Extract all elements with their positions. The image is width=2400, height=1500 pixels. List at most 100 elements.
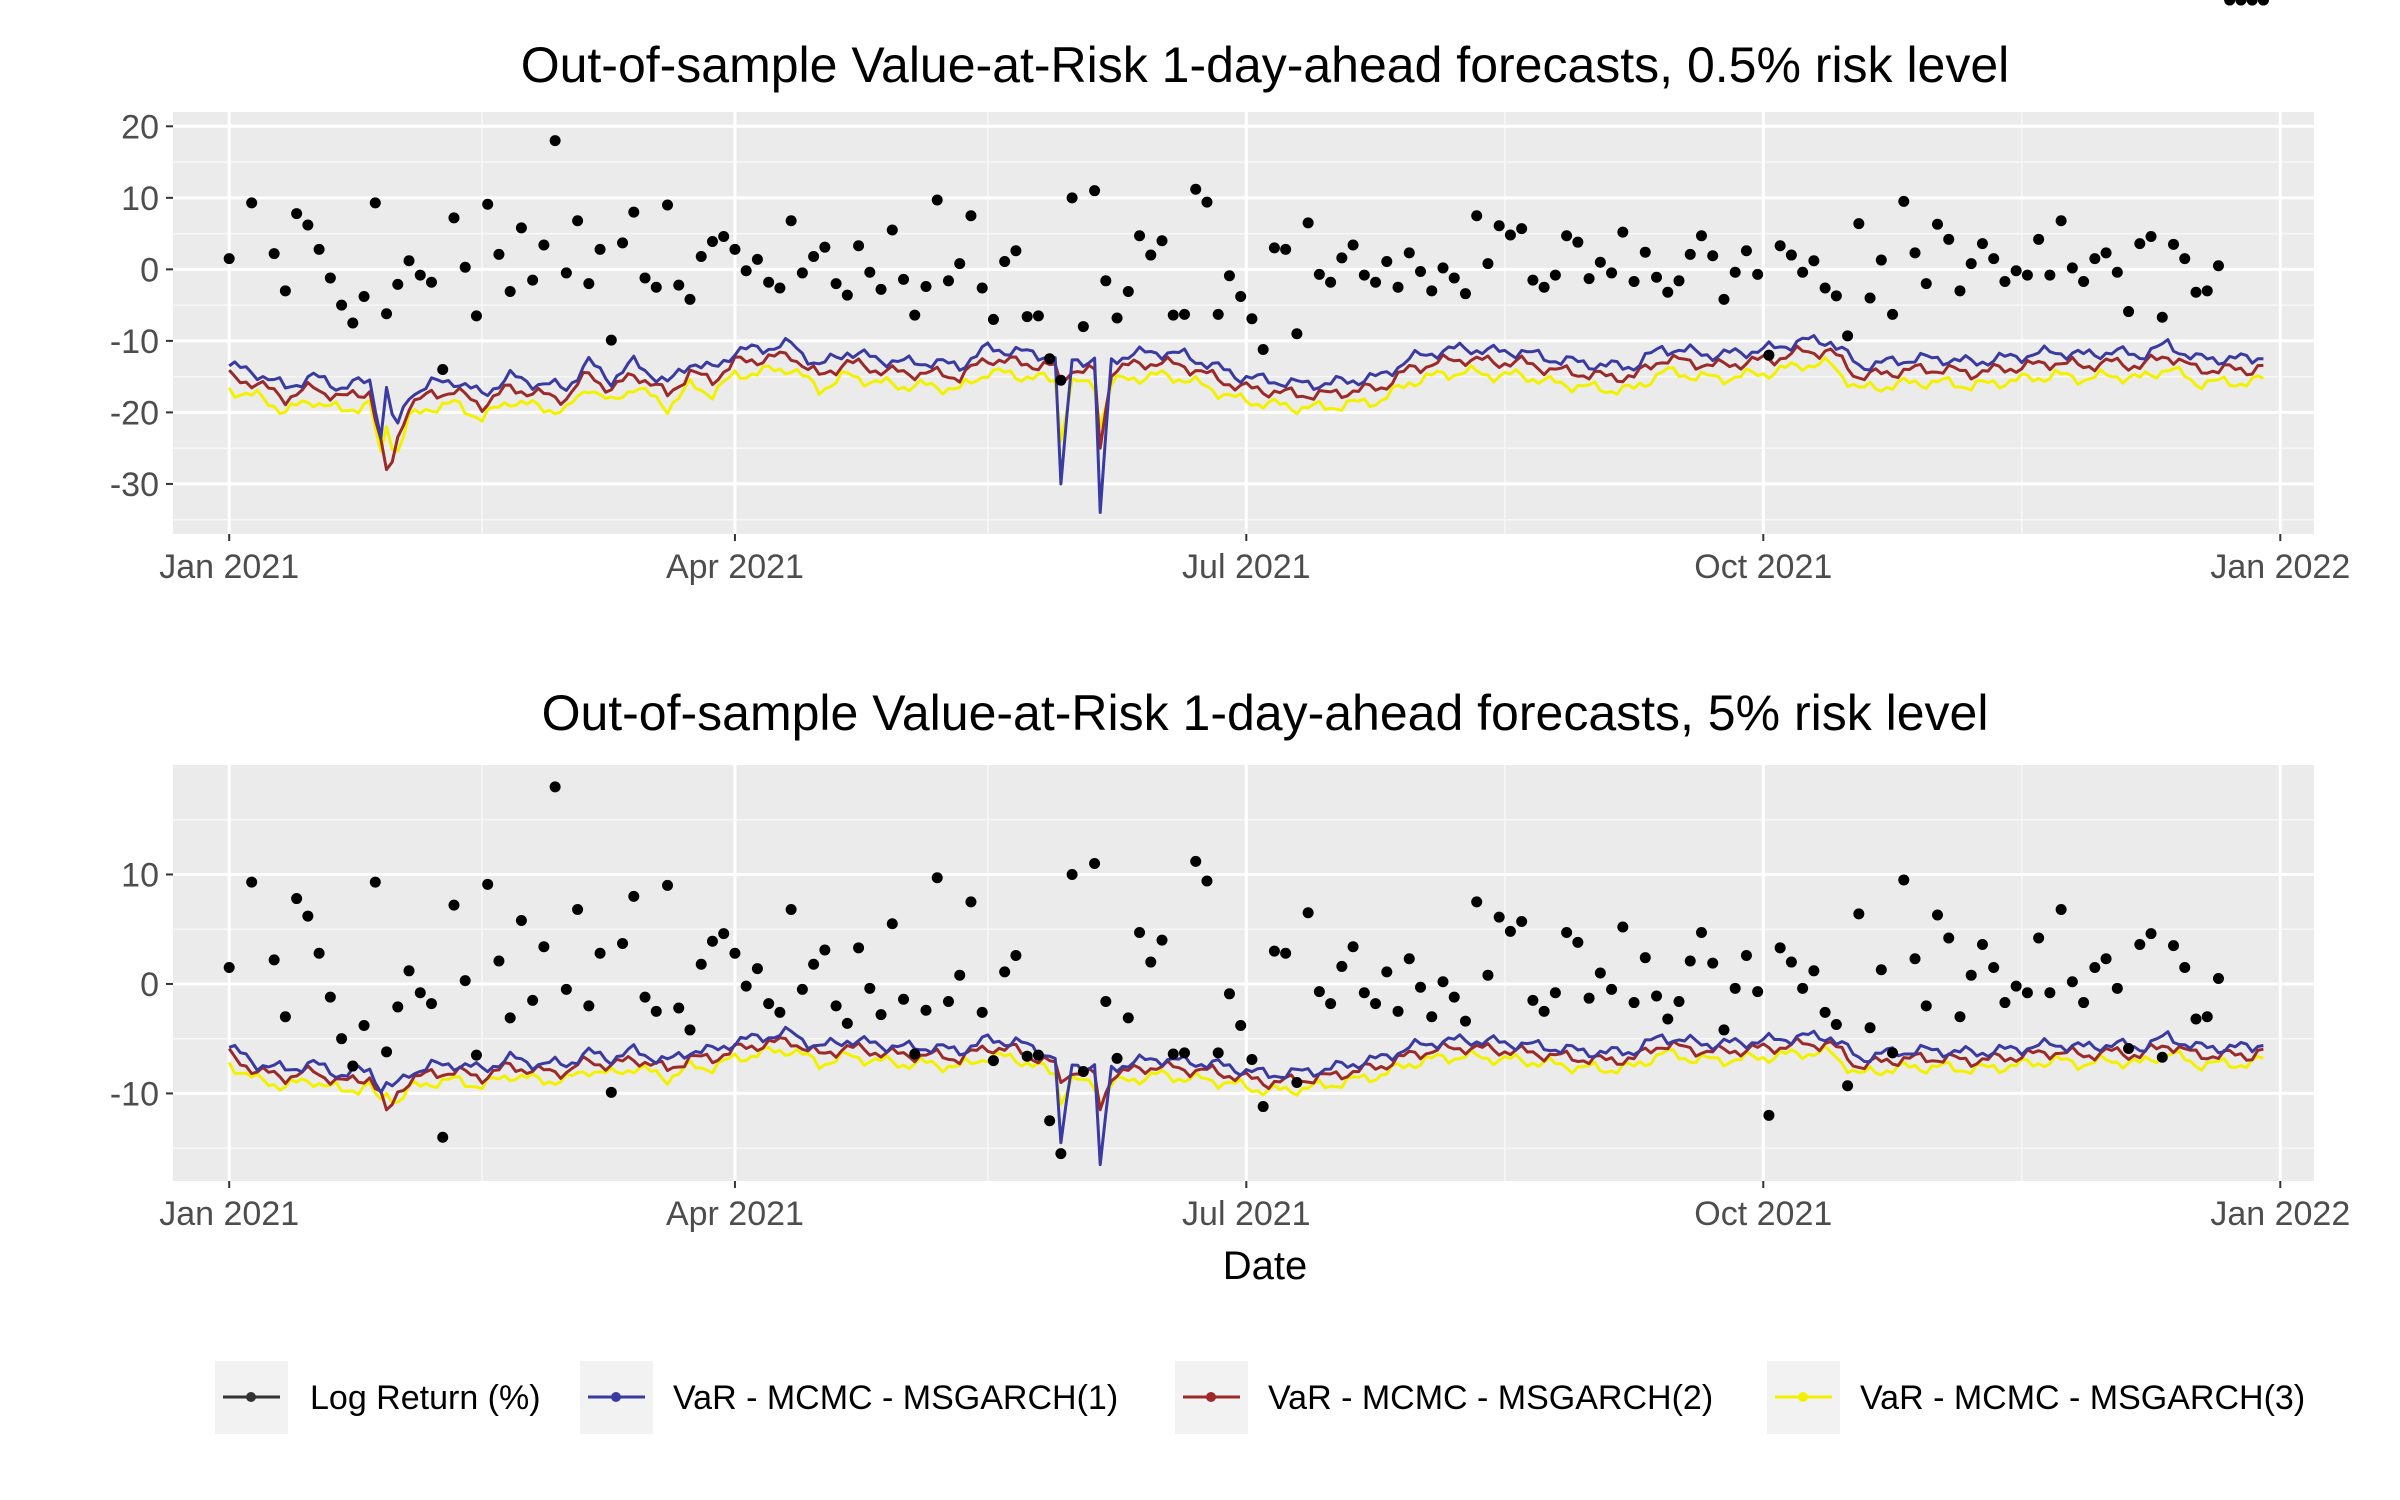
grid-lines (173, 112, 2314, 534)
log-return-point (1089, 185, 1101, 197)
log-return-point (2156, 311, 2168, 323)
plot-background (173, 765, 2314, 1181)
log-return-point (841, 1017, 853, 1029)
log-return-point (268, 248, 280, 260)
log-return-point (729, 947, 741, 959)
x-tick-label: Jan 2022 (2210, 1195, 2350, 1233)
var-series-lines (227, 334, 2265, 514)
log-return-point (279, 285, 291, 297)
log-return-point (2212, 972, 2224, 984)
log-return-point (1999, 997, 2011, 1009)
log-return-point (2089, 253, 2101, 265)
log-return-point (796, 267, 808, 279)
log-return-point (1695, 230, 1707, 242)
log-return-point (1415, 266, 1427, 278)
legend-item-msgarch-3: VaR - MCMC - MSGARCH(3) (1767, 1361, 2305, 1434)
log-return-point (999, 966, 1011, 978)
log-return-points (223, 0, 2269, 386)
log-return-point (448, 899, 460, 911)
var-panel-0.5pct: Out-of-sample Value-at-Risk 1-day-ahead … (110, 0, 2350, 586)
log-return-point (954, 258, 966, 270)
log-return-point (594, 947, 606, 959)
log-return-point (1280, 947, 1292, 959)
log-return-point (1381, 255, 1393, 267)
chart-title-5pct: Out-of-sample Value-at-Risk 1-day-ahead … (542, 685, 1989, 741)
log-return-point (2033, 932, 2045, 944)
log-return-point (1740, 949, 1752, 961)
log-return-point (1347, 239, 1359, 251)
log-return-point (1032, 1049, 1044, 1061)
log-return-point (1134, 230, 1146, 242)
log-return-point (785, 215, 797, 227)
log-return-point (1651, 990, 1663, 1002)
log-return-point (1999, 276, 2011, 288)
log-return-point (1448, 991, 1460, 1003)
log-return-point (965, 896, 977, 908)
log-return-point (1156, 934, 1168, 946)
var-line-msgarch-3 (227, 356, 2265, 453)
log-return-point (1684, 248, 1696, 260)
log-return-point (2089, 962, 2101, 974)
log-return-point (1302, 217, 1314, 229)
log-return-point (1268, 945, 1280, 957)
chart-title-0.5pct: Out-of-sample Value-at-Risk 1-day-ahead … (521, 37, 2010, 93)
log-return-point (1336, 252, 1348, 264)
log-return-point (1808, 255, 1820, 267)
log-return-point (1403, 953, 1415, 965)
log-return-point (1797, 266, 1809, 278)
log-return-point (572, 904, 584, 916)
log-return-point (538, 941, 550, 953)
log-return-point (1774, 240, 1786, 252)
log-return-point (223, 253, 235, 265)
log-return-point (1370, 998, 1382, 1010)
y-tick-label: -10 (110, 1075, 159, 1113)
log-return-point (560, 983, 572, 995)
log-return-point (1482, 969, 1494, 981)
var-line-msgarch-1 (228, 334, 2264, 514)
log-return-point (1819, 282, 1831, 294)
log-return-point (414, 269, 426, 281)
log-return-point (1459, 1015, 1471, 1027)
log-return-point (2246, 0, 2258, 6)
log-return-point (1471, 896, 1483, 908)
log-return-point (1178, 308, 1190, 320)
log-return-point (425, 276, 437, 288)
log-return-point (1370, 276, 1382, 288)
log-return-point (1763, 349, 1775, 361)
log-return-point (965, 210, 977, 222)
log-return-point (336, 299, 348, 311)
log-return-point (381, 1046, 393, 1058)
log-return-point (527, 274, 539, 286)
log-return-point (841, 289, 853, 301)
legend: Log Return (%) VaR - MCMC - MSGARCH(1) V… (215, 1361, 2305, 1434)
log-return-point (448, 212, 460, 224)
x-tick-label: Jul 2021 (1182, 548, 1311, 586)
log-return-point (1032, 310, 1044, 322)
log-return-point (515, 222, 527, 234)
log-return-point (1122, 286, 1134, 298)
log-return-point (1448, 272, 1460, 284)
log-return-point (392, 278, 404, 290)
log-return-point (414, 987, 426, 999)
log-return-point (246, 876, 258, 888)
log-return-point (1875, 964, 1887, 976)
log-return-point (291, 893, 303, 905)
x-tick-label: Jul 2021 (1182, 1195, 1311, 1233)
log-return-point (1864, 1022, 1876, 1034)
log-return-point (695, 250, 707, 262)
log-return-point (1167, 309, 1179, 321)
log-return-point (706, 935, 718, 947)
log-return-point (2123, 306, 2135, 318)
var-panel-5pct: Out-of-sample Value-at-Risk 1-day-ahead … (110, 0, 2350, 1288)
log-return-point (493, 248, 505, 260)
log-return-point (886, 224, 898, 236)
log-return-point (1830, 290, 1842, 302)
log-return-point (605, 1086, 617, 1098)
log-return-point (2021, 987, 2033, 999)
log-return-point (2212, 260, 2224, 272)
log-return-point (740, 265, 752, 277)
log-return-point (1842, 330, 1854, 342)
log-return-point (1358, 987, 1370, 999)
log-return-point (987, 313, 999, 325)
x-tick-label: Oct 2021 (1694, 548, 1832, 586)
